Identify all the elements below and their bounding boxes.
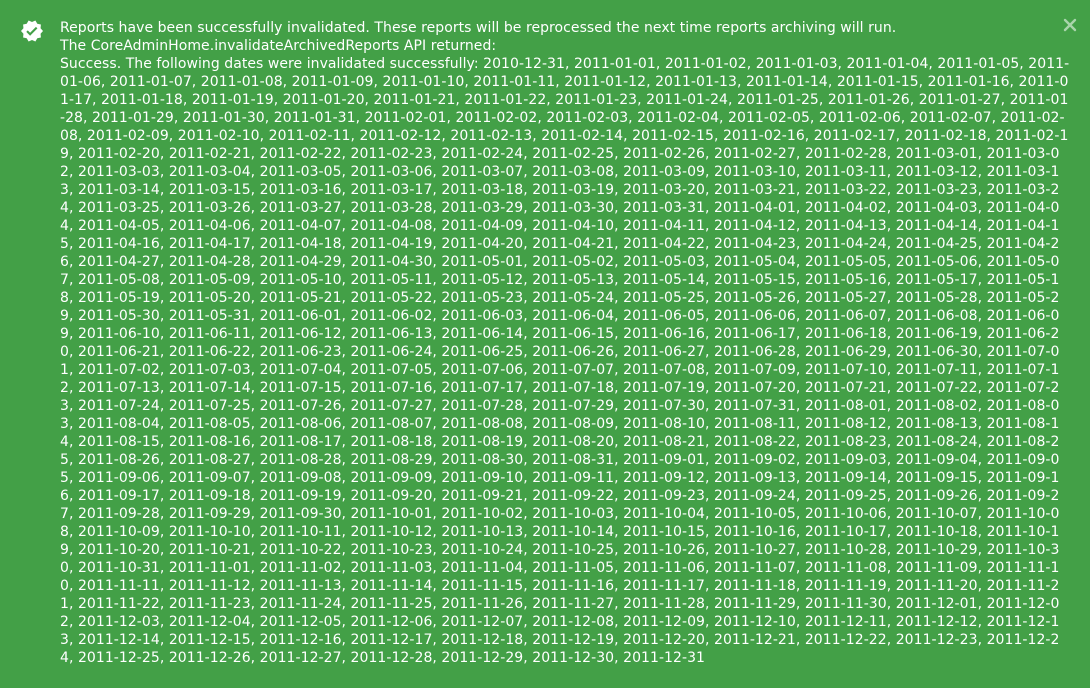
notification-message: Reports have been successfully invalidat… xyxy=(60,19,1070,667)
invalidated-dates-text: Success. The following dates were invali… xyxy=(60,55,1070,667)
api-response-heading: The CoreAdminHome.invalidateArchivedRepo… xyxy=(60,38,497,54)
invalidation-status-text: Reports have been successfully invalidat… xyxy=(60,20,897,36)
close-button[interactable] xyxy=(1061,16,1079,34)
invalidated-dates-list: 2010-12-31, 2011-01-01, 2011-01-02, 2011… xyxy=(60,56,1070,666)
close-icon xyxy=(1063,18,1077,32)
check-badge-icon xyxy=(20,19,44,43)
result-prefix: Success. The following dates were invali… xyxy=(60,56,484,72)
